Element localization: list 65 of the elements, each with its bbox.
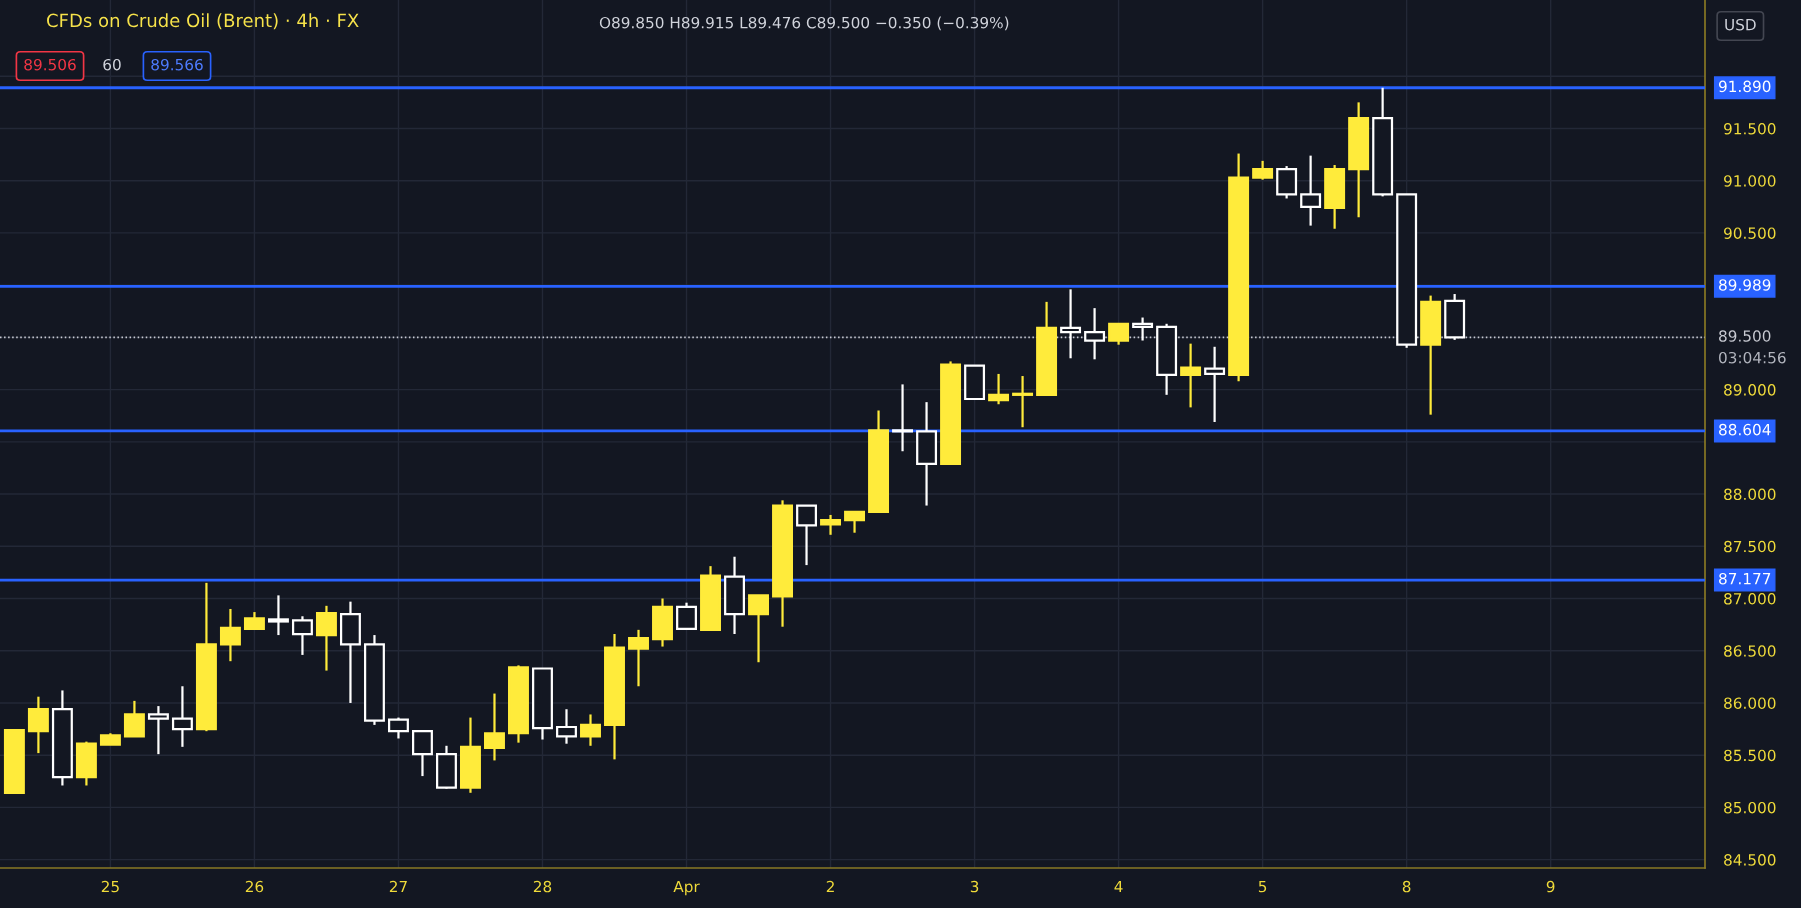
candlestick xyxy=(412,730,433,778)
x-tick-label: 25 xyxy=(101,880,119,893)
x-tick-label: 9 xyxy=(1546,880,1555,893)
y-tick-label: 91.500 xyxy=(1724,122,1776,135)
candlestick xyxy=(1060,288,1082,360)
y-tick-label: 91.000 xyxy=(1724,175,1776,187)
candlestick xyxy=(1204,345,1226,424)
y-tick-label: 87.500 xyxy=(1724,540,1776,553)
y-tick-label: 85.500 xyxy=(1724,749,1776,762)
candlestick xyxy=(1132,316,1154,342)
candlestick xyxy=(892,383,914,453)
x-tick-label: 4 xyxy=(1114,880,1123,893)
y-tick-label: 88.000 xyxy=(1724,488,1776,501)
y-tick-label: 89.000 xyxy=(1724,384,1776,396)
candlestick xyxy=(580,713,601,747)
annotation: 89.506 xyxy=(24,58,76,71)
candlestick xyxy=(748,594,769,664)
x-tick-label: 3 xyxy=(970,880,979,893)
candlestick xyxy=(484,692,505,762)
candlestick xyxy=(267,594,289,637)
candlestick xyxy=(147,704,169,756)
candlestick xyxy=(123,699,145,738)
candlestick xyxy=(315,604,337,672)
ref-line-label: 89.500 xyxy=(1719,330,1771,342)
candlestick xyxy=(1108,322,1130,346)
y-tick-label: 86.000 xyxy=(1724,697,1776,709)
candlestick xyxy=(291,615,313,657)
candlestick xyxy=(628,628,649,688)
x-tick-label: 5 xyxy=(1258,880,1267,893)
candlestick xyxy=(171,685,193,748)
candlestick xyxy=(1012,374,1034,429)
candlestick xyxy=(1252,159,1274,181)
candlestick xyxy=(556,708,577,745)
annotation: 60 xyxy=(103,58,121,71)
y-tick-label: 90.500 xyxy=(1724,227,1776,239)
candlestick xyxy=(387,716,409,740)
candlestick xyxy=(1180,342,1202,409)
candlestick xyxy=(820,513,842,536)
candlestick xyxy=(676,601,697,630)
x-tick-label: 26 xyxy=(245,880,264,893)
candlestick xyxy=(796,504,817,567)
candlestick xyxy=(1084,307,1106,361)
y-tick-label: 87.000 xyxy=(1724,592,1776,605)
candlestick xyxy=(1300,154,1322,227)
y-tick-label: 84.500 xyxy=(1724,854,1776,866)
y-tick-label: 86.500 xyxy=(1724,645,1776,657)
x-tick-label: Apr xyxy=(673,880,700,896)
x-tick-label: 27 xyxy=(389,880,407,893)
ref-line-label: 87.177 xyxy=(1719,572,1771,585)
x-tick-label: 28 xyxy=(533,880,552,893)
x-tick-label: 8 xyxy=(1402,880,1411,893)
x-tick-label: 2 xyxy=(826,880,834,893)
candlestick xyxy=(988,372,1010,406)
candlestick xyxy=(27,695,49,755)
text: 03:04:56 xyxy=(1719,351,1786,364)
text: USD xyxy=(1725,18,1756,31)
text: CFDs on Crude Oil (Brent) · 4h · FX xyxy=(47,13,359,30)
ref-line-label: 88.604 xyxy=(1719,423,1771,436)
annotation: 89.566 xyxy=(151,58,203,71)
ref-line-label: 89.989 xyxy=(1719,279,1771,291)
ref-line-label: 91.890 xyxy=(1718,80,1771,93)
annotation: O89.850 H89.915 L89.476 C89.500 −0.350 (−0.39%) xyxy=(599,16,1009,31)
candlestick xyxy=(219,607,241,663)
candlestick xyxy=(844,510,866,534)
y-tick-label: 85.000 xyxy=(1724,801,1776,814)
